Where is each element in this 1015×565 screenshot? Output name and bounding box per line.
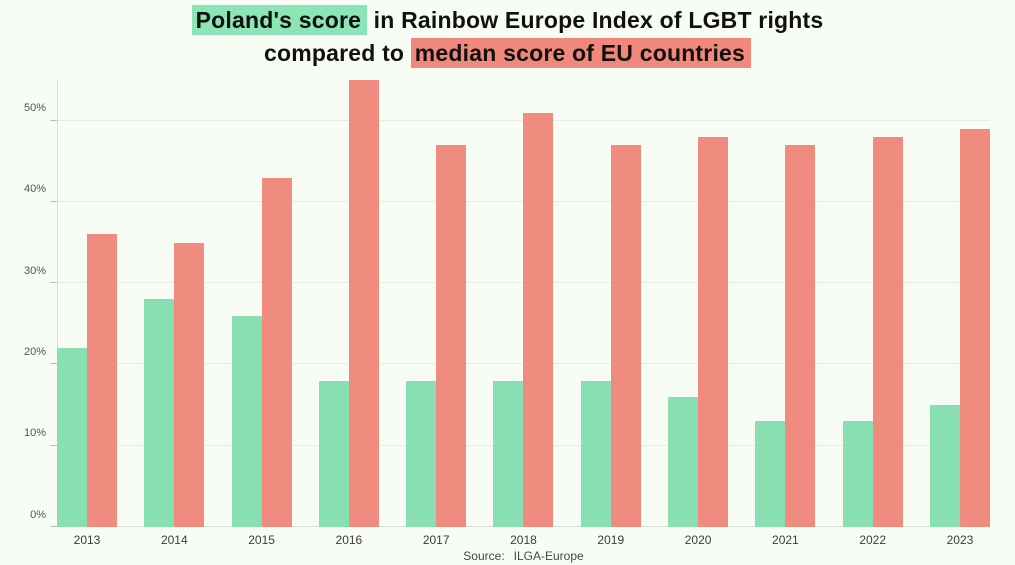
x-label-2014: 2014 [160, 533, 188, 547]
bar-group-2019 [580, 80, 641, 527]
bars-layer [57, 80, 990, 527]
bar-poland-2022 [842, 421, 873, 527]
bar-poland-2020 [668, 396, 699, 527]
x-label-2020: 2020 [684, 533, 712, 547]
y-tick-label-20: 20% [23, 345, 46, 358]
y-tick-40 [50, 200, 57, 202]
bar-poland-2021 [755, 421, 786, 527]
x-label-2016: 2016 [335, 533, 363, 547]
chart-title-line2: compared to median score of EU countries [0, 37, 1015, 70]
source-label: Source: [463, 549, 505, 563]
bar-eu-median-2022 [872, 136, 903, 527]
bar-poland-2014 [144, 299, 175, 527]
bar-poland-2017 [406, 380, 437, 527]
bar-eu-median-2019 [610, 145, 641, 527]
bar-poland-2016 [318, 380, 349, 527]
y-axis-line [57, 80, 58, 527]
x-label-2023: 2023 [946, 533, 974, 547]
x-label-2022: 2022 [859, 533, 887, 547]
title-line1-rest: in Rainbow Europe Index of LGBT rights [367, 7, 824, 33]
y-tick-20 [50, 363, 57, 365]
chart-title-line1: Poland's score in Rainbow Europe Index o… [0, 4, 1015, 37]
bar-eu-median-2016 [348, 80, 379, 527]
x-axis-labels: 2013 2014 2015 2016 2017 2018 2019 2020 2021 2022… [57, 533, 990, 547]
poland-score-highlight: Poland's score [191, 5, 368, 35]
y-tick-label-40: 40% [23, 183, 46, 196]
bar-poland-2023 [929, 405, 960, 527]
bar-eu-median-2015 [261, 177, 292, 527]
bar-group-2020 [668, 80, 729, 527]
y-tick-10 [50, 444, 57, 446]
source-caption: Source: ILGA-Europe [57, 549, 990, 563]
bar-poland-2018 [493, 380, 524, 527]
title-line2-prefix: compared to [263, 40, 411, 66]
bar-group-2021 [755, 80, 816, 527]
x-label-2018: 2018 [510, 533, 537, 547]
eu-median-highlight: median score of EU countries [410, 38, 752, 68]
bar-eu-median-2013 [87, 234, 117, 527]
bar-group-2016 [318, 80, 379, 527]
bar-group-2015 [231, 80, 292, 527]
plot-area: 0% 10% 20% 30% 40% 50% [24, 80, 990, 527]
y-tick-label-30: 30% [23, 264, 46, 277]
bar-poland-2013 [57, 348, 87, 527]
bar-group-2023 [929, 80, 990, 527]
bar-group-2013 [57, 80, 117, 527]
chart-title: Poland's score in Rainbow Europe Index o… [0, 4, 1015, 70]
y-tick-label-50: 50% [23, 102, 46, 115]
y-tick-label-10: 10% [23, 427, 46, 440]
y-tick-50 [50, 119, 57, 121]
y-tick-30 [50, 282, 57, 284]
bar-eu-median-2020 [698, 136, 729, 527]
x-label-2021: 2021 [772, 533, 799, 547]
bar-group-2022 [842, 80, 903, 527]
bar-poland-2015 [231, 315, 262, 527]
bar-group-2018 [493, 80, 554, 527]
source-value: ILGA-Europe [513, 549, 584, 563]
y-tick-0 [50, 526, 57, 527]
bar-eu-median-2017 [436, 145, 467, 527]
bar-eu-median-2023 [959, 128, 990, 527]
bar-group-2017 [406, 80, 467, 527]
x-label-2015: 2015 [248, 533, 275, 547]
bar-eu-median-2018 [523, 112, 554, 527]
y-tick-label-0: 0% [30, 508, 46, 521]
bar-eu-median-2014 [174, 242, 205, 527]
x-label-2019: 2019 [597, 533, 625, 547]
bar-group-2014 [144, 80, 205, 527]
bar-eu-median-2021 [785, 145, 816, 527]
x-label-2013: 2013 [73, 533, 101, 547]
x-label-2017: 2017 [422, 533, 450, 547]
bar-poland-2019 [580, 380, 611, 527]
